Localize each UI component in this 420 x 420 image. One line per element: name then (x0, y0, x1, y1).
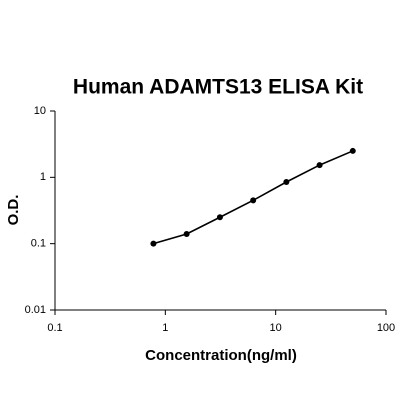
data-point (183, 230, 190, 237)
data-point (150, 240, 157, 247)
data-point (250, 197, 257, 204)
y-tick-label: 0.01 (25, 304, 46, 316)
y-axis-label: O.D. (5, 195, 22, 226)
data-point (283, 179, 290, 186)
y-tick-label: 10 (34, 105, 46, 117)
x-axis-label: Concentration(ng/ml) (145, 347, 297, 364)
data-point (316, 162, 323, 169)
data-point (216, 214, 223, 221)
chart-title: Human ADAMTS13 ELISA Kit (73, 76, 363, 99)
x-tick-label: 10 (270, 322, 282, 334)
fit-curve (153, 150, 354, 245)
x-tick-label: 1 (162, 322, 168, 334)
x-tick-label: 0.1 (47, 322, 62, 334)
x-tick-label: 100 (377, 322, 395, 334)
y-tick-label: 1 (40, 171, 46, 183)
y-tick-label: 0.1 (31, 238, 46, 250)
data-point (349, 147, 356, 154)
